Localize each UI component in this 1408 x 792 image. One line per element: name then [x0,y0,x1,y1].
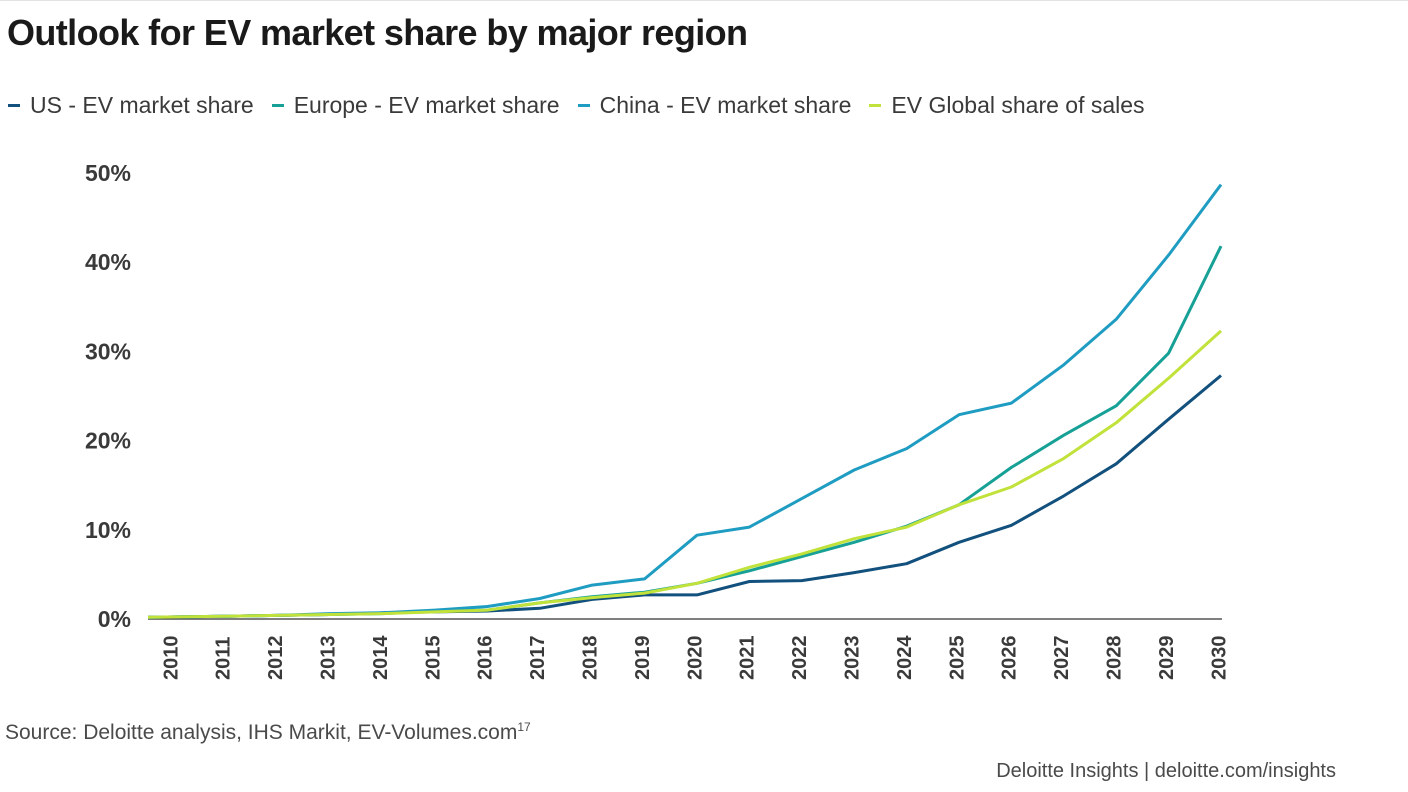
x-tick-label: 2026 [999,636,1021,681]
x-tick-label: 2027 [1051,636,1073,681]
series-line-china-ev-market-share [147,183,1223,619]
x-tick-label: 2023 [841,636,863,681]
series-lines [147,183,1223,619]
x-tick-label: 2025 [946,636,968,681]
x-tick-label: 2024 [894,635,916,680]
source-text: Source: Deloitte analysis, IHS Markit, E… [5,721,518,744]
x-tick-label: 2020 [684,636,706,681]
legend-item-china: China - EV market share [577,92,852,119]
x-tick-label: 2013 [317,636,339,681]
x-tick-label: 2022 [789,636,811,681]
y-tick-label: 0% [98,606,131,632]
chart-legend: US - EV market share Europe - EV market … [8,92,1163,119]
legend-item-us: US - EV market share [8,92,254,119]
legend-label-europe: Europe - EV market share [293,92,560,118]
chart-title: Outlook for EV market share by major reg… [7,12,748,53]
x-tick-label: 2028 [1103,636,1125,681]
legend-swatch-global [869,104,882,107]
x-axis-labels: 2010 2011 2012 2013 2014 2015 2016 2017 2018 2019… [160,635,1230,680]
y-tick-label: 40% [85,249,131,275]
legend-swatch-europe [271,104,284,107]
source-footnote-ref: 17 [517,720,531,734]
series-line-us-ev-market-share [147,374,1222,619]
legend-label-china: China - EV market share [599,92,852,118]
x-tick-label: 2015 [422,636,444,681]
x-tick-label: 2014 [370,635,392,680]
legend-swatch-china [577,104,590,107]
x-tick-label: 2010 [160,636,182,681]
x-tick-label: 2017 [527,636,549,681]
y-tick-label: 10% [85,517,131,543]
y-tick-label: 30% [85,338,131,364]
x-tick-label: 2029 [1156,636,1178,681]
series-line-ev-global-share-of-sales [147,329,1223,619]
legend-label-global: EV Global share of sales [891,92,1145,118]
source-note: Source: Deloitte analysis, IHS Markit, E… [5,720,531,745]
legend-swatch-us [8,104,20,107]
legend-item-global: EV Global share of sales [869,92,1145,119]
x-tick-label: 2012 [265,636,287,681]
y-tick-label: 20% [85,428,131,454]
x-tick-label: 2011 [213,637,235,680]
x-tick-label: 2019 [632,636,654,681]
legend-item-europe: Europe - EV market share [271,92,560,119]
top-border [0,0,1408,1]
y-axis-labels: 0% 10% 20% 30% 40% 50% [85,160,131,632]
x-tick-label: 2016 [475,636,497,681]
series-line-europe-ev-market-share [147,245,1223,619]
footer-credit: Deloitte Insights | deloitte.com/insight… [996,760,1336,782]
y-tick-label: 50% [85,160,131,186]
legend-label-us: US - EV market share [30,92,254,118]
x-tick-label: 2018 [579,636,601,681]
x-tick-label: 2021 [737,636,759,681]
x-tick-label: 2030 [1208,636,1230,681]
